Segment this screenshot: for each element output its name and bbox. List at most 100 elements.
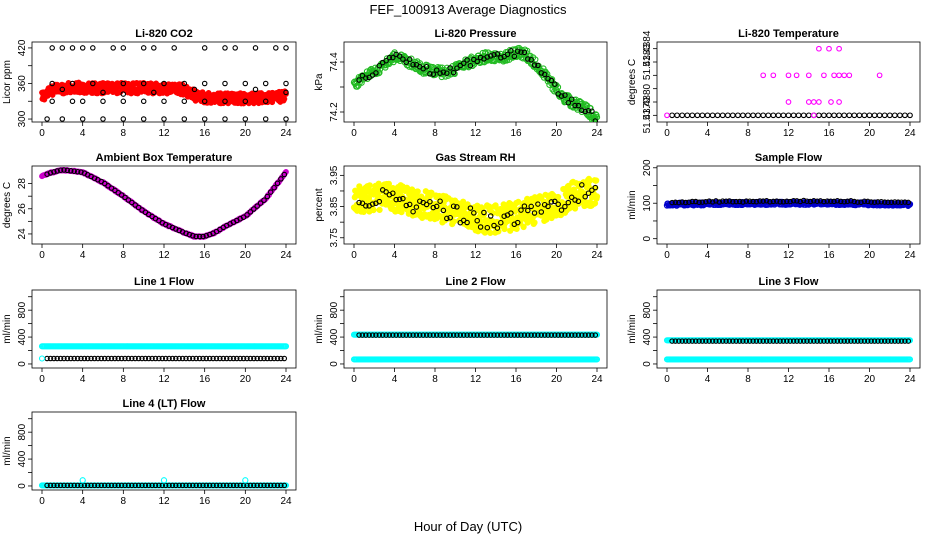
data-point (760, 198, 766, 204)
data-point (176, 355, 182, 362)
data-point (115, 482, 121, 489)
data-point (555, 201, 561, 208)
data-point (592, 332, 599, 338)
data-point (521, 332, 528, 338)
x-axis: 0 4 8 12 16 20 24 (664, 122, 916, 139)
data-point (437, 332, 443, 338)
data-point (190, 482, 196, 489)
panel-title: Sample Flow (755, 152, 823, 164)
data-point (552, 198, 558, 205)
data-point (508, 48, 514, 54)
series-1 (669, 112, 913, 119)
y-tick-label: 3.75 (329, 228, 340, 248)
data-point (834, 198, 841, 204)
data-point (572, 332, 578, 338)
data-point (709, 199, 716, 205)
data-point (100, 116, 106, 122)
data-point (821, 72, 827, 79)
data-point (151, 45, 157, 51)
data-point (251, 355, 257, 362)
data-point (719, 198, 726, 204)
data-point (902, 112, 908, 119)
data-point (784, 338, 790, 344)
data-point (593, 193, 601, 200)
data-point (186, 355, 193, 362)
data-point (856, 112, 863, 119)
panel-title: Li-820 Pressure (435, 28, 517, 40)
data-point (430, 332, 437, 338)
data-point (68, 355, 74, 362)
data-point (400, 332, 406, 338)
data-point (535, 201, 541, 207)
data-point (217, 482, 223, 489)
data-point (376, 66, 384, 73)
x-tick-label: 16 (510, 250, 522, 261)
x-tick-label: 12 (158, 496, 170, 507)
data-point (777, 199, 783, 205)
data-point (686, 199, 692, 205)
data-point (64, 167, 71, 174)
data-point (54, 355, 60, 362)
data-point (895, 338, 901, 344)
data-point (359, 200, 366, 206)
y-tick-label: 0 (17, 483, 28, 489)
data-point (49, 45, 55, 51)
data-point (807, 198, 814, 205)
series-1 (44, 482, 288, 489)
data-point (827, 338, 834, 344)
data-point (740, 112, 746, 119)
data-point (814, 338, 820, 344)
data-point (528, 57, 534, 63)
x-tick-label: 24 (280, 496, 292, 507)
data-point (356, 199, 362, 206)
data-point (902, 199, 908, 205)
data-point (881, 199, 888, 205)
y-tick-label: 0 (642, 235, 653, 241)
data-point (592, 184, 599, 191)
data-point (61, 355, 67, 362)
data-point (535, 62, 541, 69)
data-point (283, 89, 289, 96)
data-point (831, 198, 837, 205)
data-point (95, 355, 101, 362)
data-point (281, 482, 288, 489)
data-point (514, 219, 521, 226)
data-layer (350, 175, 601, 236)
data-point (810, 112, 817, 119)
data-point (568, 96, 575, 102)
data-point (427, 198, 433, 205)
data-point (464, 332, 470, 338)
data-point (501, 213, 507, 219)
data-point (267, 355, 274, 362)
data-point (484, 54, 491, 60)
data-point (575, 332, 582, 338)
data-point (423, 63, 430, 70)
data-point (794, 338, 800, 344)
x-tick-label: 20 (240, 374, 252, 385)
data-point (498, 332, 504, 338)
data-point (69, 98, 76, 105)
data-point (508, 332, 514, 338)
data-point (386, 54, 393, 61)
data-point (810, 99, 817, 105)
data-point (817, 198, 824, 204)
data-point (719, 338, 726, 344)
data-point (704, 112, 711, 119)
data-point (383, 57, 389, 64)
y-tick-label: 51.4380 (642, 83, 653, 120)
x-tick-label: 16 (199, 128, 211, 139)
data-point (406, 332, 413, 338)
data-point (160, 477, 168, 484)
data-point (682, 338, 689, 344)
data-point (582, 108, 588, 115)
data-point (787, 198, 793, 205)
panel-title: Gas Stream RH (435, 152, 515, 164)
data-point (797, 338, 804, 344)
data-point (440, 332, 447, 338)
data-point (548, 332, 555, 338)
data-point (528, 332, 534, 338)
data-point (467, 62, 474, 69)
data-point (729, 112, 736, 119)
